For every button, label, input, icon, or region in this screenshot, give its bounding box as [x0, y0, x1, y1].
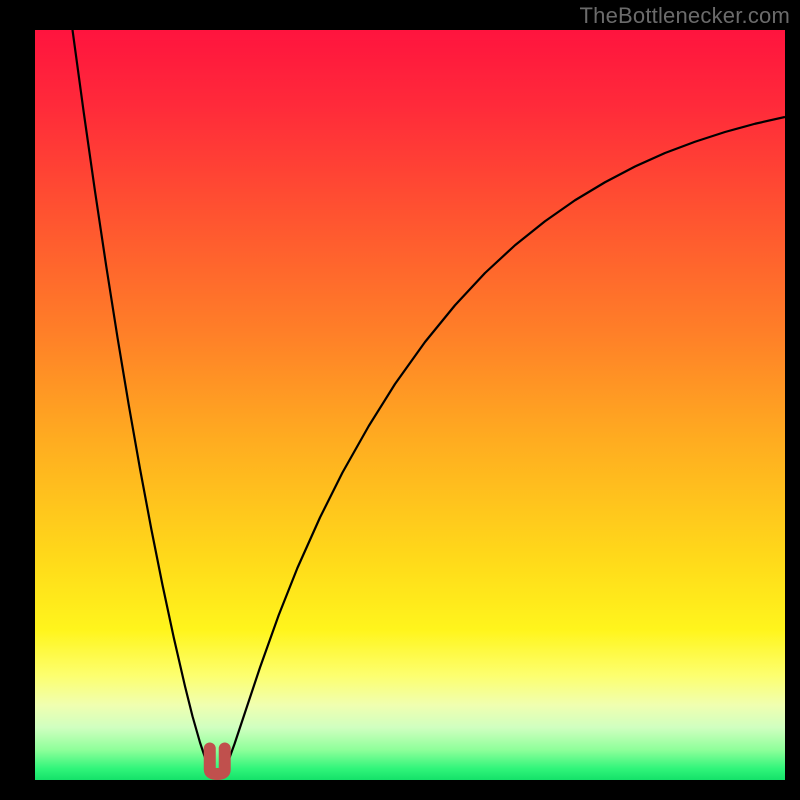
site-credit-label: TheBottlenecker.com	[580, 3, 790, 29]
plot-area	[35, 30, 785, 780]
stage: TheBottlenecker.com	[0, 0, 800, 800]
chart-svg	[35, 30, 785, 780]
gradient-background	[35, 30, 785, 780]
